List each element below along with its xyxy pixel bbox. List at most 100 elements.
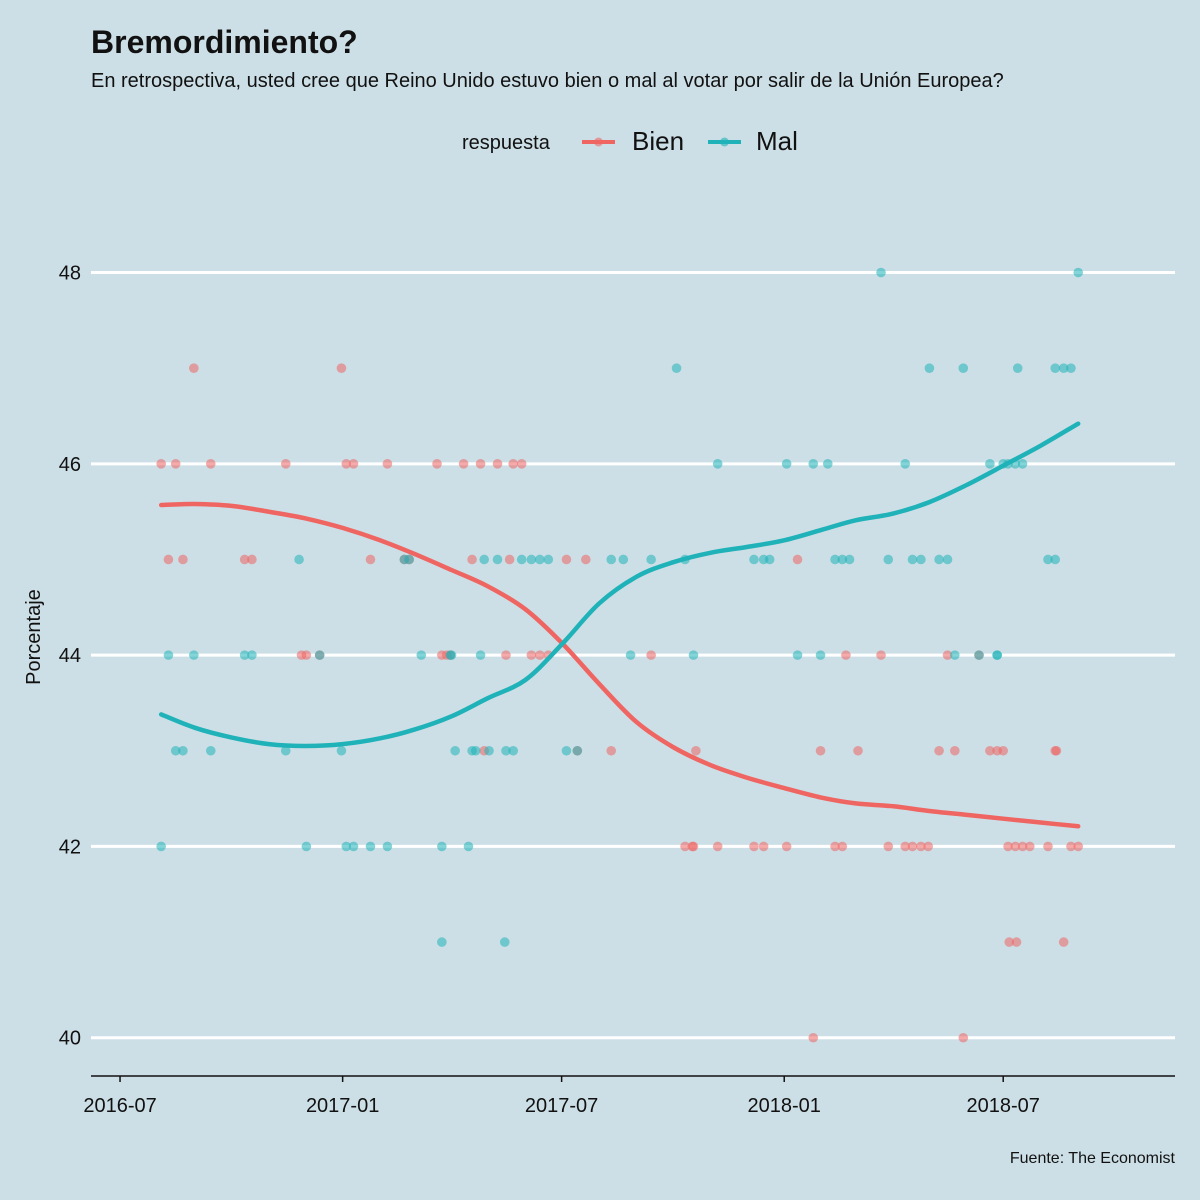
point-bien xyxy=(781,841,792,852)
point-mal xyxy=(516,554,527,565)
x-tick-label: 2017-01 xyxy=(306,1095,379,1117)
point-bien xyxy=(535,650,545,660)
point-mal xyxy=(463,841,474,852)
point-mal xyxy=(712,459,723,469)
point-mal xyxy=(280,745,291,756)
point-mal xyxy=(484,745,494,756)
point-bien xyxy=(691,745,701,756)
x-axis: 2016-07 2017-01 2017-07 2018-01 2018-07 xyxy=(83,1075,1175,1117)
point-bien xyxy=(853,745,863,756)
point-bien xyxy=(516,459,527,469)
point-mal xyxy=(749,554,759,565)
y-tick-label: 44 xyxy=(59,645,81,667)
point-bien xyxy=(815,745,826,756)
point-bien xyxy=(1010,841,1021,852)
legend-key-mal-dot xyxy=(720,137,729,147)
point-bien xyxy=(1051,745,1062,756)
point-bien xyxy=(341,459,352,469)
point-mal xyxy=(446,650,457,660)
point-mal xyxy=(671,363,682,373)
point-mal xyxy=(764,554,775,565)
point-mal xyxy=(958,363,969,373)
point-mal xyxy=(543,554,554,565)
point-mal xyxy=(781,459,792,469)
point-bien xyxy=(501,650,511,660)
point-mal xyxy=(688,650,699,660)
chart-subtitle: En retrospectiva, usted cree que Reino U… xyxy=(91,70,1004,92)
point-mal xyxy=(450,745,460,756)
point-mal xyxy=(625,650,636,660)
point-bien xyxy=(985,745,995,756)
point-mal xyxy=(808,459,819,469)
point-mal xyxy=(156,841,166,852)
point-mal xyxy=(475,650,486,660)
point-bien xyxy=(1004,937,1015,947)
point-bien xyxy=(830,841,840,852)
y-axis-label: Porcentaje xyxy=(23,589,45,685)
point-bien xyxy=(280,459,291,469)
chart-title: Bremordimiento? xyxy=(91,24,358,60)
legend-key-bien-dot xyxy=(594,137,603,147)
point-mal xyxy=(479,554,489,565)
y-tick-label: 46 xyxy=(59,454,81,476)
point-mal xyxy=(822,459,833,469)
point-bien xyxy=(189,363,199,373)
point-bien xyxy=(916,841,926,852)
y-axis: 40 42 44 46 48 xyxy=(59,263,81,1050)
point-bien xyxy=(792,554,803,565)
point-mal xyxy=(1043,554,1053,565)
point-mal xyxy=(561,745,572,756)
legend: respuesta Bien Mal xyxy=(462,126,798,156)
point-mal xyxy=(404,554,414,565)
point-bien xyxy=(508,459,519,469)
point-bien xyxy=(883,841,894,852)
point-mal xyxy=(974,650,984,660)
point-bien xyxy=(178,554,188,565)
point-bien xyxy=(382,459,393,469)
point-bien xyxy=(239,554,250,565)
point-bien xyxy=(458,459,469,469)
y-tick-label: 48 xyxy=(59,263,81,285)
point-mal xyxy=(1066,363,1076,373)
point-bien xyxy=(749,841,759,852)
x-tick-label: 2018-01 xyxy=(748,1095,821,1117)
point-bien xyxy=(348,459,359,469)
point-mal xyxy=(900,459,911,469)
point-mal xyxy=(341,841,352,852)
point-bien xyxy=(1011,937,1022,947)
point-bien xyxy=(950,745,960,756)
point-bien xyxy=(1017,841,1028,852)
point-bien xyxy=(758,841,769,852)
x-tick-label: 2017-07 xyxy=(525,1095,598,1117)
point-bien xyxy=(923,841,933,852)
point-mal xyxy=(470,745,481,756)
trend-lines xyxy=(158,421,1081,829)
point-bien xyxy=(606,745,617,756)
point-mal xyxy=(876,267,886,278)
point-mal xyxy=(170,745,181,756)
point-bien xyxy=(680,841,690,852)
point-bien xyxy=(156,459,166,469)
point-mal xyxy=(382,841,393,852)
point-bien xyxy=(998,745,1009,756)
point-mal xyxy=(492,554,503,565)
point-bien xyxy=(581,554,591,565)
point-bien xyxy=(163,554,174,565)
point-bien xyxy=(336,363,347,373)
point-mal xyxy=(1050,363,1061,373)
point-mal xyxy=(916,554,926,565)
point-mal xyxy=(844,554,855,565)
point-mal xyxy=(239,650,250,660)
point-bien xyxy=(646,650,656,660)
point-bien xyxy=(808,1032,819,1043)
point-mal xyxy=(314,650,325,660)
point-bien xyxy=(492,459,503,469)
point-bien xyxy=(301,650,312,660)
point-mal xyxy=(646,554,656,565)
point-mal xyxy=(416,650,427,660)
point-bien xyxy=(841,650,851,660)
point-mal xyxy=(907,554,918,565)
point-bien xyxy=(467,554,477,565)
point-bien xyxy=(688,841,699,852)
trend-line-bien xyxy=(158,501,1081,829)
